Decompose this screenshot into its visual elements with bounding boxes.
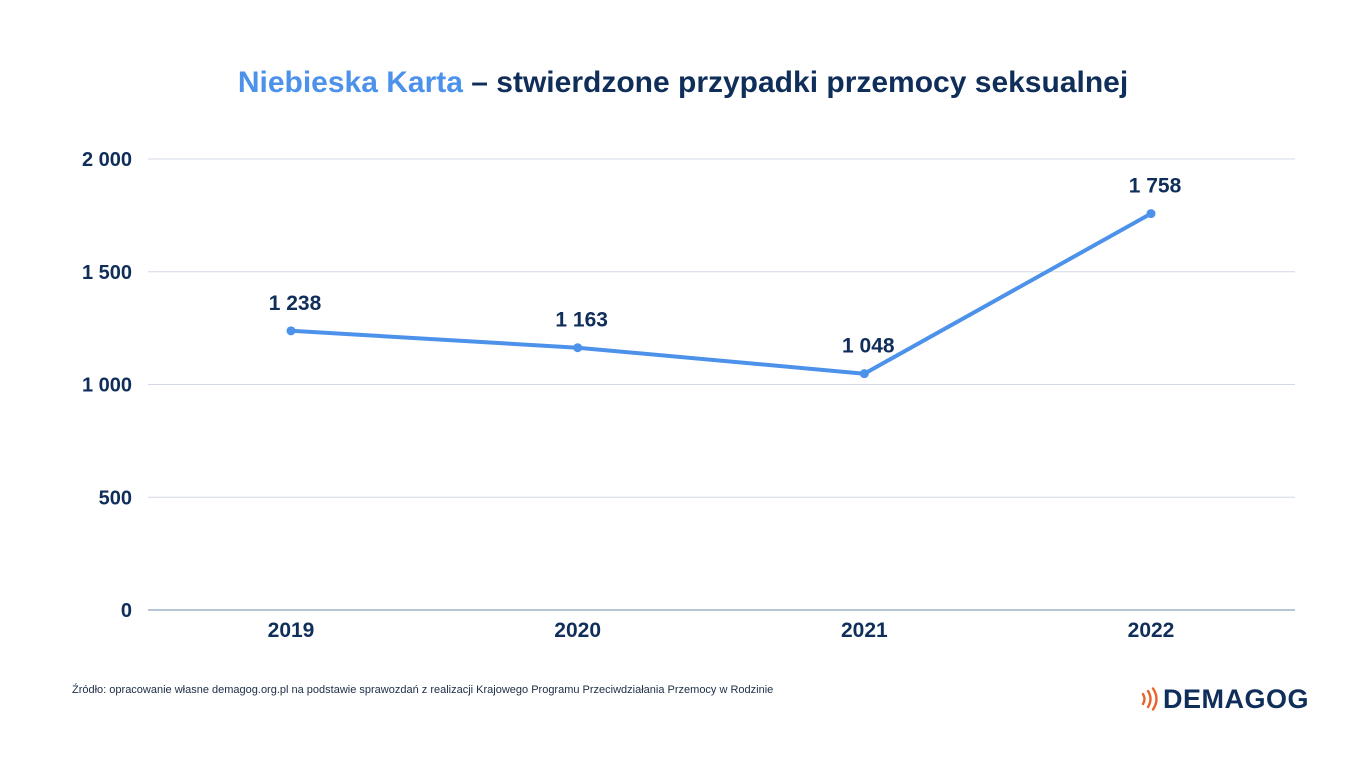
x-tick-label: 2022: [1128, 619, 1175, 642]
y-tick-label: 2 000: [82, 149, 132, 171]
chart-title-highlight: Niebieska Karta: [237, 66, 463, 99]
data-label: 1 758: [1129, 175, 1182, 198]
x-axis-ticks: 2019 2020 2021 2022: [268, 619, 1175, 642]
logo-text: DEMAGOG: [1163, 684, 1310, 714]
grid-lines: [148, 158, 1295, 611]
data-label: 1 048: [842, 335, 895, 358]
series-polyline: [289, 211, 1153, 376]
y-tick-label: 500: [99, 487, 132, 509]
x-tick-label: 2020: [554, 619, 601, 642]
series-line: [286, 209, 1156, 379]
x-tick-label: 2021: [841, 619, 888, 642]
y-tick-label: 1 500: [82, 262, 132, 284]
demagog-logo: DEMAGOG: [1140, 681, 1309, 717]
y-tick-label: 1 000: [82, 375, 132, 397]
chart-title: Niebieska Karta – stwierdzone przypadki …: [0, 66, 1366, 100]
x-tick-label: 2019: [268, 619, 315, 642]
broadcast-waves-icon: [1141, 687, 1158, 711]
data-point: [859, 369, 869, 379]
data-point: [1146, 209, 1156, 219]
y-axis-ticks: 0 500 1 000 1 500 2 000: [82, 149, 132, 622]
data-point: [286, 326, 296, 336]
chart-title-rest: – stwierdzone przypadki przemocy seksual…: [462, 66, 1129, 99]
data-labels: 1 238 1 163 1 048 1 758: [269, 175, 1182, 358]
source-note: Źródło: opracowanie własne demagog.org.p…: [72, 684, 774, 696]
data-label: 1 238: [269, 292, 322, 315]
y-tick-label: 0: [121, 600, 132, 622]
data-point: [573, 343, 583, 353]
data-label: 1 163: [555, 309, 608, 332]
